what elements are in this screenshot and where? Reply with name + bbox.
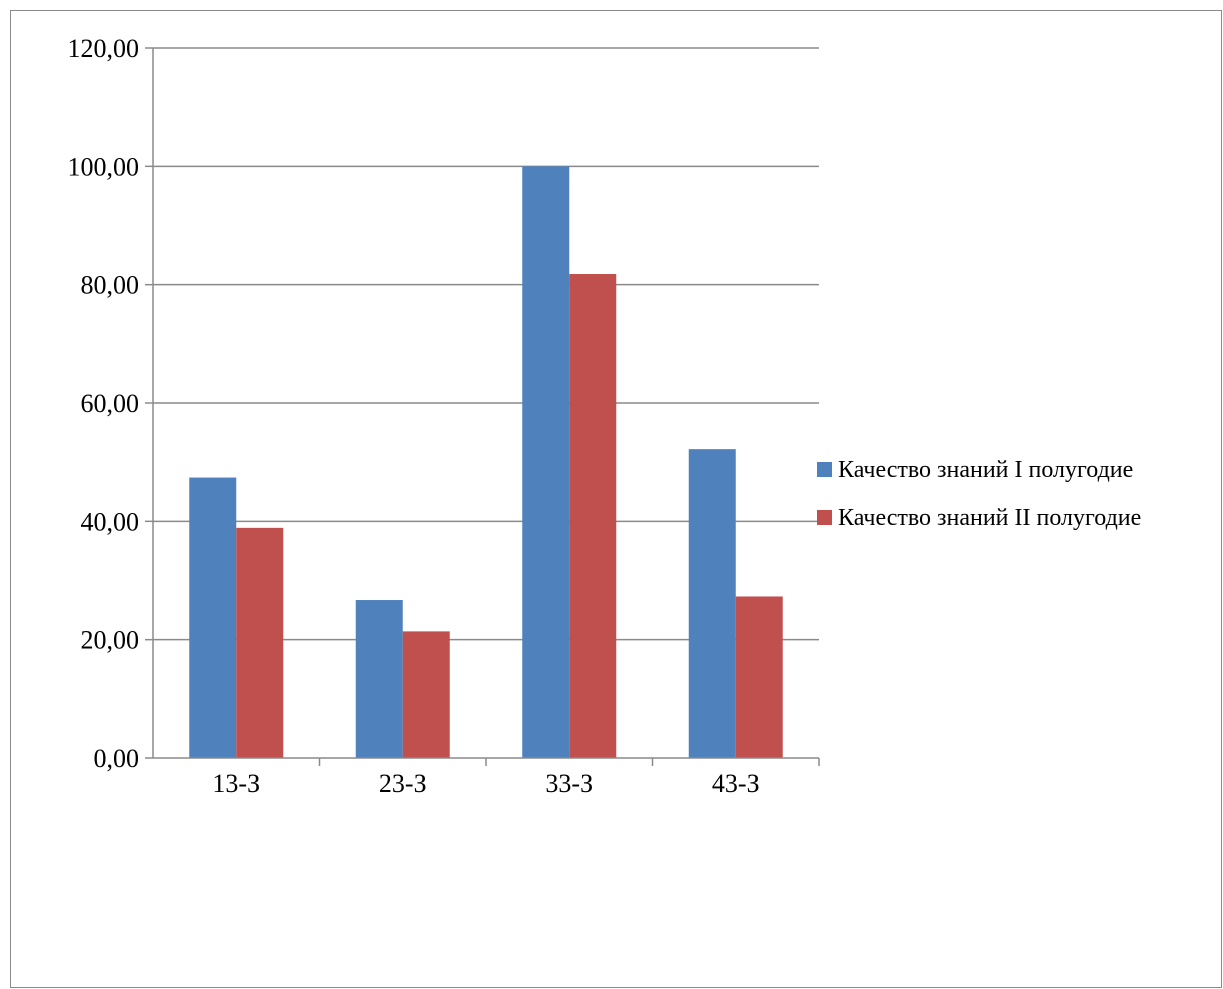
legend-swatch xyxy=(817,462,832,477)
bar-series1-1 xyxy=(189,477,237,758)
bar-series2-1 xyxy=(236,527,284,758)
bar-series2-4 xyxy=(735,596,783,758)
axes xyxy=(145,47,820,766)
x-tick-label: 13-З xyxy=(212,769,260,798)
legend-item-2: Качество знаний II полугодие xyxy=(817,505,1141,531)
legend-label: Качество знаний I полугодие xyxy=(838,457,1133,483)
bar-series2-3 xyxy=(569,274,617,758)
y-tick-label: 80,00 xyxy=(81,271,140,300)
bar-series1-3 xyxy=(522,166,570,759)
y-tick-label: 60,00 xyxy=(81,389,140,418)
bar-series1-2 xyxy=(355,600,403,758)
x-tick-labels: 13-З 23-З 33-З 43-З xyxy=(212,769,759,798)
legend-item-1: Качество знаний I полугодие xyxy=(817,457,1133,483)
y-tick-label: 100,00 xyxy=(68,152,140,181)
legend-swatch xyxy=(817,510,832,525)
chart-svg: 0,00 20,00 40,00 60,00 80,00 100,00 120,00 13-… xyxy=(68,34,1142,798)
bars xyxy=(189,166,783,759)
legend-label: Качество знаний II полугодие xyxy=(838,505,1141,531)
y-tick-label: 20,00 xyxy=(81,626,140,655)
x-tick-label: 43-З xyxy=(712,769,760,798)
legend: Качество знаний I полугодие Качество знан… xyxy=(817,457,1141,531)
chart-frame: 0,00 20,00 40,00 60,00 80,00 100,00 120,00 13-… xyxy=(10,10,1222,988)
x-tick-label: 33-З xyxy=(545,769,593,798)
bar-series1-4 xyxy=(688,449,736,758)
y-tick-labels: 0,00 20,00 40,00 60,00 80,00 100,00 120,00 xyxy=(68,34,140,773)
y-tick-label: 0,00 xyxy=(94,744,140,773)
y-tick-label: 120,00 xyxy=(68,34,140,63)
x-tick-label: 23-З xyxy=(379,769,427,798)
bar-series2-2 xyxy=(402,631,450,758)
y-tick-label: 40,00 xyxy=(81,507,140,536)
